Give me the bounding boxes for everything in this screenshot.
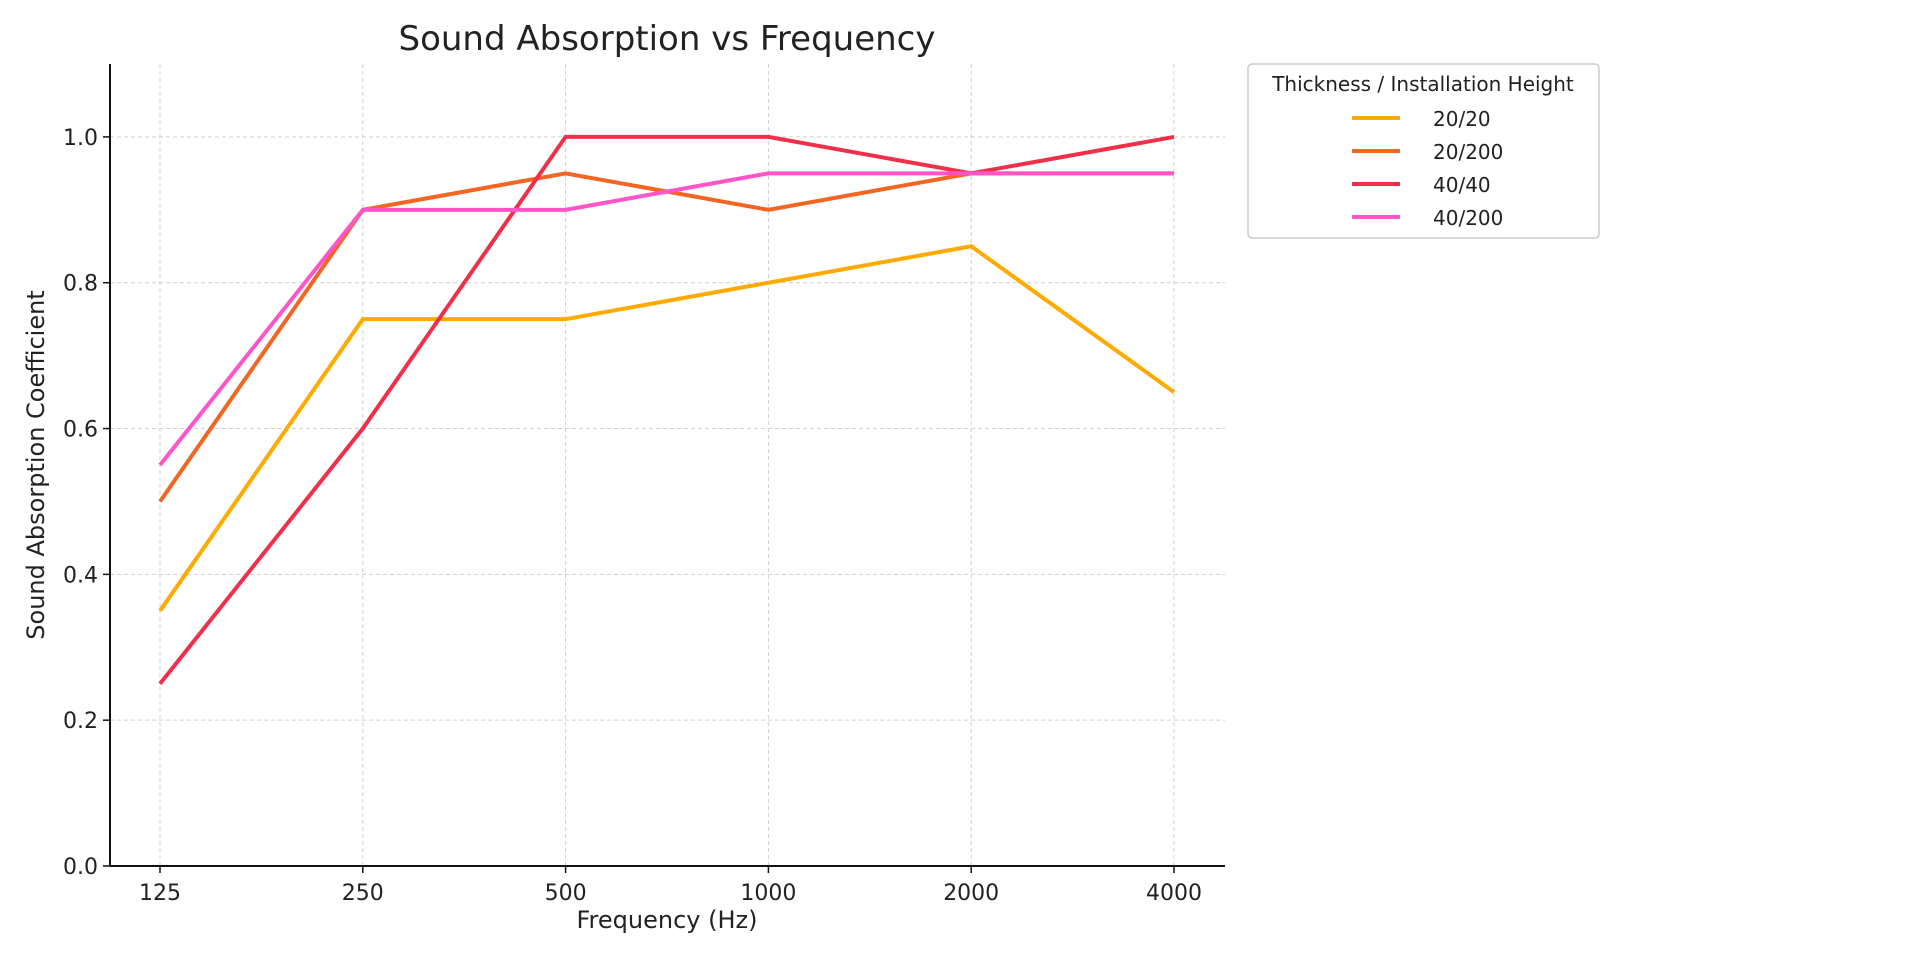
legend-label: 20/200: [1433, 140, 1503, 164]
y-tick-label: 0.2: [63, 709, 98, 734]
y-tick-label: 0.0: [63, 855, 98, 880]
x-tick-label: 1000: [740, 881, 796, 906]
legend-label: 40/200: [1433, 206, 1503, 230]
series-line-20-200: [158, 171, 1174, 503]
y-tick-label: 0.6: [63, 418, 98, 443]
chart-title: Sound Absorption vs Frequency: [398, 19, 935, 59]
x-axis-label: Frequency (Hz): [577, 906, 758, 934]
y-tick-label: 1.0: [63, 126, 98, 151]
legend-label: 20/20: [1433, 107, 1491, 131]
grid: [110, 64, 1225, 866]
x-tick-label: 4000: [1146, 881, 1202, 906]
x-tick-label: 125: [139, 881, 181, 906]
series-lines: [158, 134, 1176, 685]
y-tick-label: 0.8: [63, 272, 98, 297]
x-ticks: 125 250 500 1000 2000 4000: [139, 866, 1202, 906]
legend-label: 40/40: [1433, 173, 1491, 197]
x-tick-label: 250: [342, 881, 384, 906]
y-tick-label: 0.4: [63, 563, 98, 588]
x-tick-label: 2000: [943, 881, 999, 906]
legend-box: [1247, 63, 1600, 239]
y-ticks: 0.0 0.2 0.4 0.6 0.8 1.0: [63, 126, 110, 880]
y-axis-label: Sound Absorption Coefficient: [22, 290, 50, 639]
legend-title: Thickness / Installation Height: [1271, 72, 1574, 96]
series-line-40-40: [158, 134, 1175, 685]
x-tick-label: 500: [545, 881, 587, 906]
series-line-20-20: [158, 244, 1176, 612]
series-line-40-200: [158, 171, 1174, 467]
legend: Thickness / Installation Height 20/20 20/…: [1247, 63, 1600, 239]
